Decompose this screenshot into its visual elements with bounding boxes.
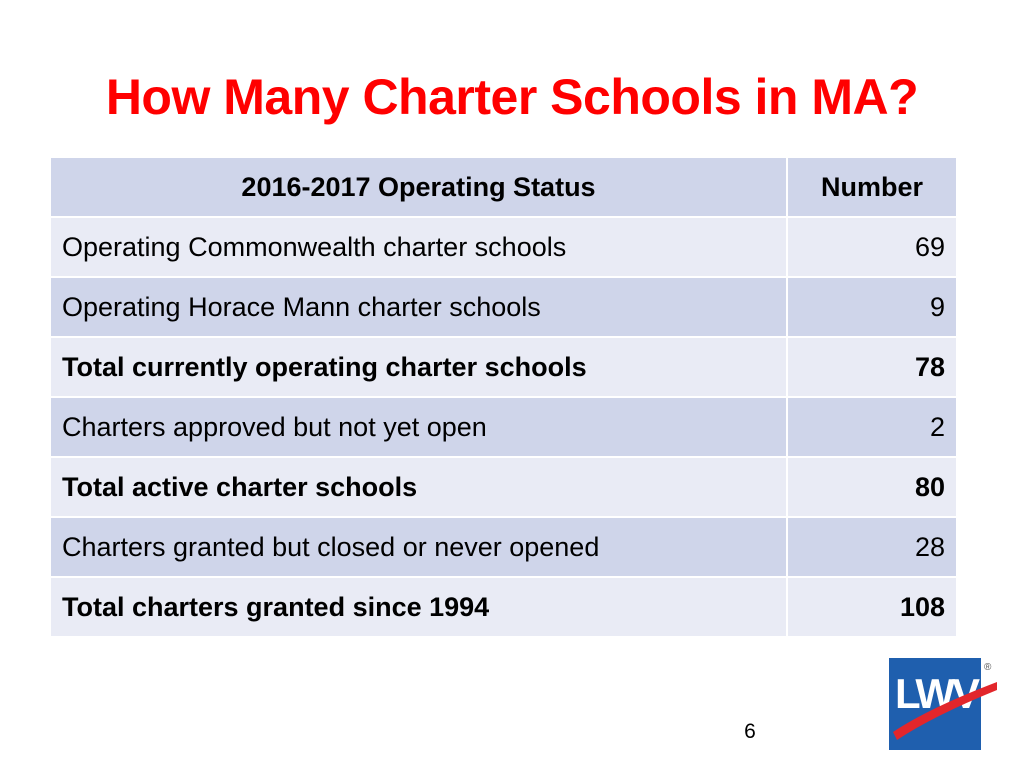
row-label: Operating Commonwealth charter schools xyxy=(51,218,788,278)
slide-title: How Many Charter Schools in MA? xyxy=(105,69,919,125)
table-row: Operating Horace Mann charter schools 9 xyxy=(51,278,956,338)
row-value: 78 xyxy=(788,338,956,398)
charter-schools-table: 2016-2017 Operating Status Number Operat… xyxy=(51,158,956,638)
table-row: Charters approved but not yet open 2 xyxy=(51,398,956,458)
lwv-logo-icon: LWV ® xyxy=(889,658,999,750)
logo-registered-mark: ® xyxy=(984,662,992,673)
table-row: Charters granted but closed or never ope… xyxy=(51,518,956,578)
row-label: Charters granted but closed or never ope… xyxy=(51,518,788,578)
row-value: 69 xyxy=(788,218,956,278)
row-label: Total charters granted since 1994 xyxy=(51,578,788,638)
table-row-total: Total active charter schools 80 xyxy=(51,458,956,518)
row-value: 80 xyxy=(788,458,956,518)
row-label: Charters approved but not yet open xyxy=(51,398,788,458)
row-label: Operating Horace Mann charter schools xyxy=(51,278,788,338)
header-operating-status: 2016-2017 Operating Status xyxy=(51,158,788,218)
row-value: 28 xyxy=(788,518,956,578)
lwv-logo-svg: LWV ® xyxy=(889,658,997,750)
row-value: 108 xyxy=(788,578,956,638)
table-header-row: 2016-2017 Operating Status Number xyxy=(51,158,956,218)
table-row-total: Total charters granted since 1994 108 xyxy=(51,578,956,638)
table-row: Operating Commonwealth charter schools 6… xyxy=(51,218,956,278)
logo-swoosh xyxy=(893,682,997,740)
row-value: 2 xyxy=(788,398,956,458)
header-number: Number xyxy=(788,158,956,218)
row-label: Total currently operating charter school… xyxy=(51,338,788,398)
table-row-total: Total currently operating charter school… xyxy=(51,338,956,398)
row-value: 9 xyxy=(788,278,956,338)
row-label: Total active charter schools xyxy=(51,458,788,518)
page-number: 6 xyxy=(744,720,756,743)
